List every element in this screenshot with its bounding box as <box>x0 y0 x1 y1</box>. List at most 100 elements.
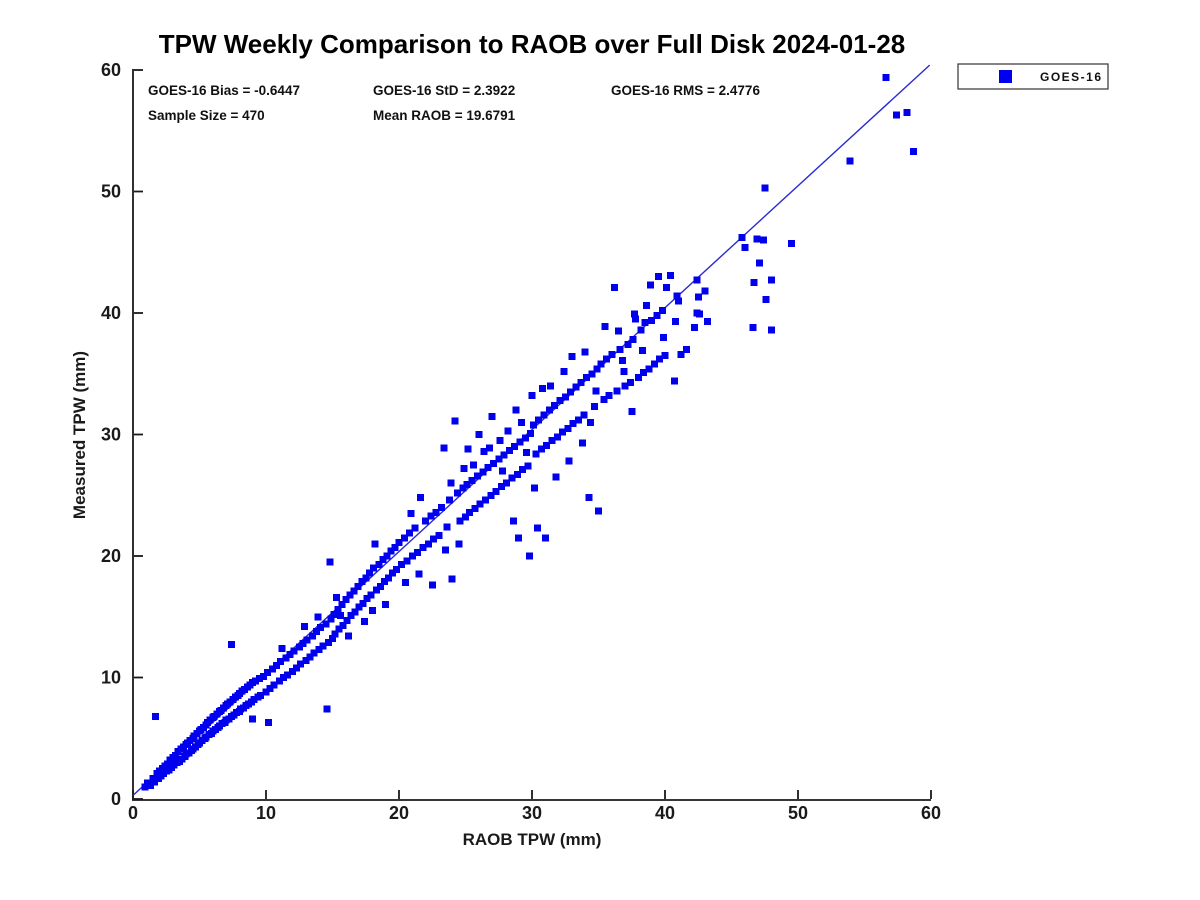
scatter-point <box>310 649 318 657</box>
scatter-point <box>355 603 363 611</box>
scatter-point <box>653 311 661 319</box>
scatter-point <box>610 283 618 291</box>
scatter-point <box>504 427 512 435</box>
scatter-point <box>587 418 595 426</box>
legend-marker-icon <box>999 70 1012 83</box>
legend-label: GOES-16 <box>1040 70 1103 84</box>
scatter-point <box>454 489 462 497</box>
scatter-point <box>564 424 572 432</box>
scatter-point <box>572 383 580 391</box>
scatter-point <box>521 434 529 442</box>
scatter-point <box>696 310 704 318</box>
scatter-point <box>755 259 763 267</box>
scatter-point <box>265 718 273 726</box>
scatter-point <box>164 760 172 768</box>
scatter-point <box>462 513 469 521</box>
stat-bias: GOES-16 Bias = -0.6447 <box>148 83 300 98</box>
scatter-point <box>344 632 352 640</box>
scatter-point <box>427 512 435 520</box>
scatter-point <box>359 599 367 607</box>
scatter-point <box>539 384 547 392</box>
scatter-point <box>479 468 487 476</box>
scatter-point <box>579 439 587 447</box>
scatter-point <box>624 341 632 349</box>
scatter-point <box>295 643 303 651</box>
scatter-point <box>673 292 681 300</box>
scatter-point <box>516 438 524 446</box>
scatter-point <box>621 382 629 390</box>
scatter-point <box>317 624 325 632</box>
scatter-point <box>704 318 712 326</box>
scatter-point <box>227 641 235 649</box>
scatter-point <box>343 616 351 624</box>
scatter-point <box>371 540 379 548</box>
scatter-point <box>605 392 613 400</box>
scatter-point <box>527 429 535 437</box>
scatter-point <box>469 461 477 469</box>
scatter-point <box>495 455 503 463</box>
scatter-point <box>642 302 650 310</box>
scatter-point <box>403 557 411 565</box>
scatter-point <box>451 417 459 425</box>
scatter-point <box>561 393 569 401</box>
scatter-point <box>384 574 392 582</box>
scatter-point <box>638 347 646 355</box>
scatter-point <box>376 582 384 590</box>
scatter-point <box>503 479 511 487</box>
scatter-point <box>513 471 521 479</box>
scatter-point <box>701 287 709 295</box>
scatter-point <box>532 450 540 458</box>
scatter-point <box>565 457 573 465</box>
scatter-point <box>278 644 286 652</box>
y-tick-label: 10 <box>101 668 121 688</box>
scatter-point <box>628 407 636 415</box>
scatter-point <box>302 656 310 664</box>
scatter-point <box>314 613 322 621</box>
x-tick-label: 60 <box>921 803 941 823</box>
scatter-point <box>613 387 621 395</box>
scatter-point <box>473 472 481 480</box>
scatter-point <box>484 463 492 471</box>
scatter-point <box>172 751 180 759</box>
scatter-point <box>690 324 698 332</box>
scatter-point <box>266 684 274 692</box>
scatter-point <box>414 548 422 556</box>
scatter-point <box>338 601 346 609</box>
scatter-point <box>366 569 374 577</box>
scatter-point <box>660 333 668 341</box>
scatter-point <box>672 318 680 326</box>
scatter-point <box>547 382 555 390</box>
scatter-point <box>319 642 327 650</box>
scatter-point <box>753 235 761 243</box>
scatter-point <box>152 712 160 720</box>
scatter-point <box>629 336 637 344</box>
scatter-point <box>601 322 609 330</box>
scatter-point <box>448 575 456 583</box>
scatter-point <box>540 411 548 419</box>
scatter-point <box>438 503 446 511</box>
scatter-point <box>277 658 285 666</box>
scatter-point <box>505 446 513 454</box>
scatter-point <box>583 373 591 381</box>
scatter-point <box>682 345 690 353</box>
scatter-point <box>648 316 656 324</box>
scatter-point <box>259 672 267 680</box>
legend: GOES-16 <box>957 63 1109 90</box>
scatter-point <box>500 451 508 459</box>
scatter-point <box>509 517 517 525</box>
scatter-point <box>141 783 149 791</box>
x-axis-ticks: 0 10 20 30 40 50 60 <box>128 790 941 823</box>
scatter-point <box>249 715 257 723</box>
scatter-point <box>463 480 471 488</box>
scatter-point <box>556 396 564 404</box>
scatter-point <box>350 587 358 595</box>
scatter-point <box>407 509 415 517</box>
scatter-point <box>273 661 281 669</box>
scatter-point <box>523 449 531 457</box>
scatter-point <box>670 377 678 385</box>
scatter-point <box>299 639 307 647</box>
scatter-point <box>331 630 339 638</box>
scatter-point <box>485 444 493 452</box>
scatter-point <box>548 437 556 445</box>
scatter-point <box>497 483 505 491</box>
